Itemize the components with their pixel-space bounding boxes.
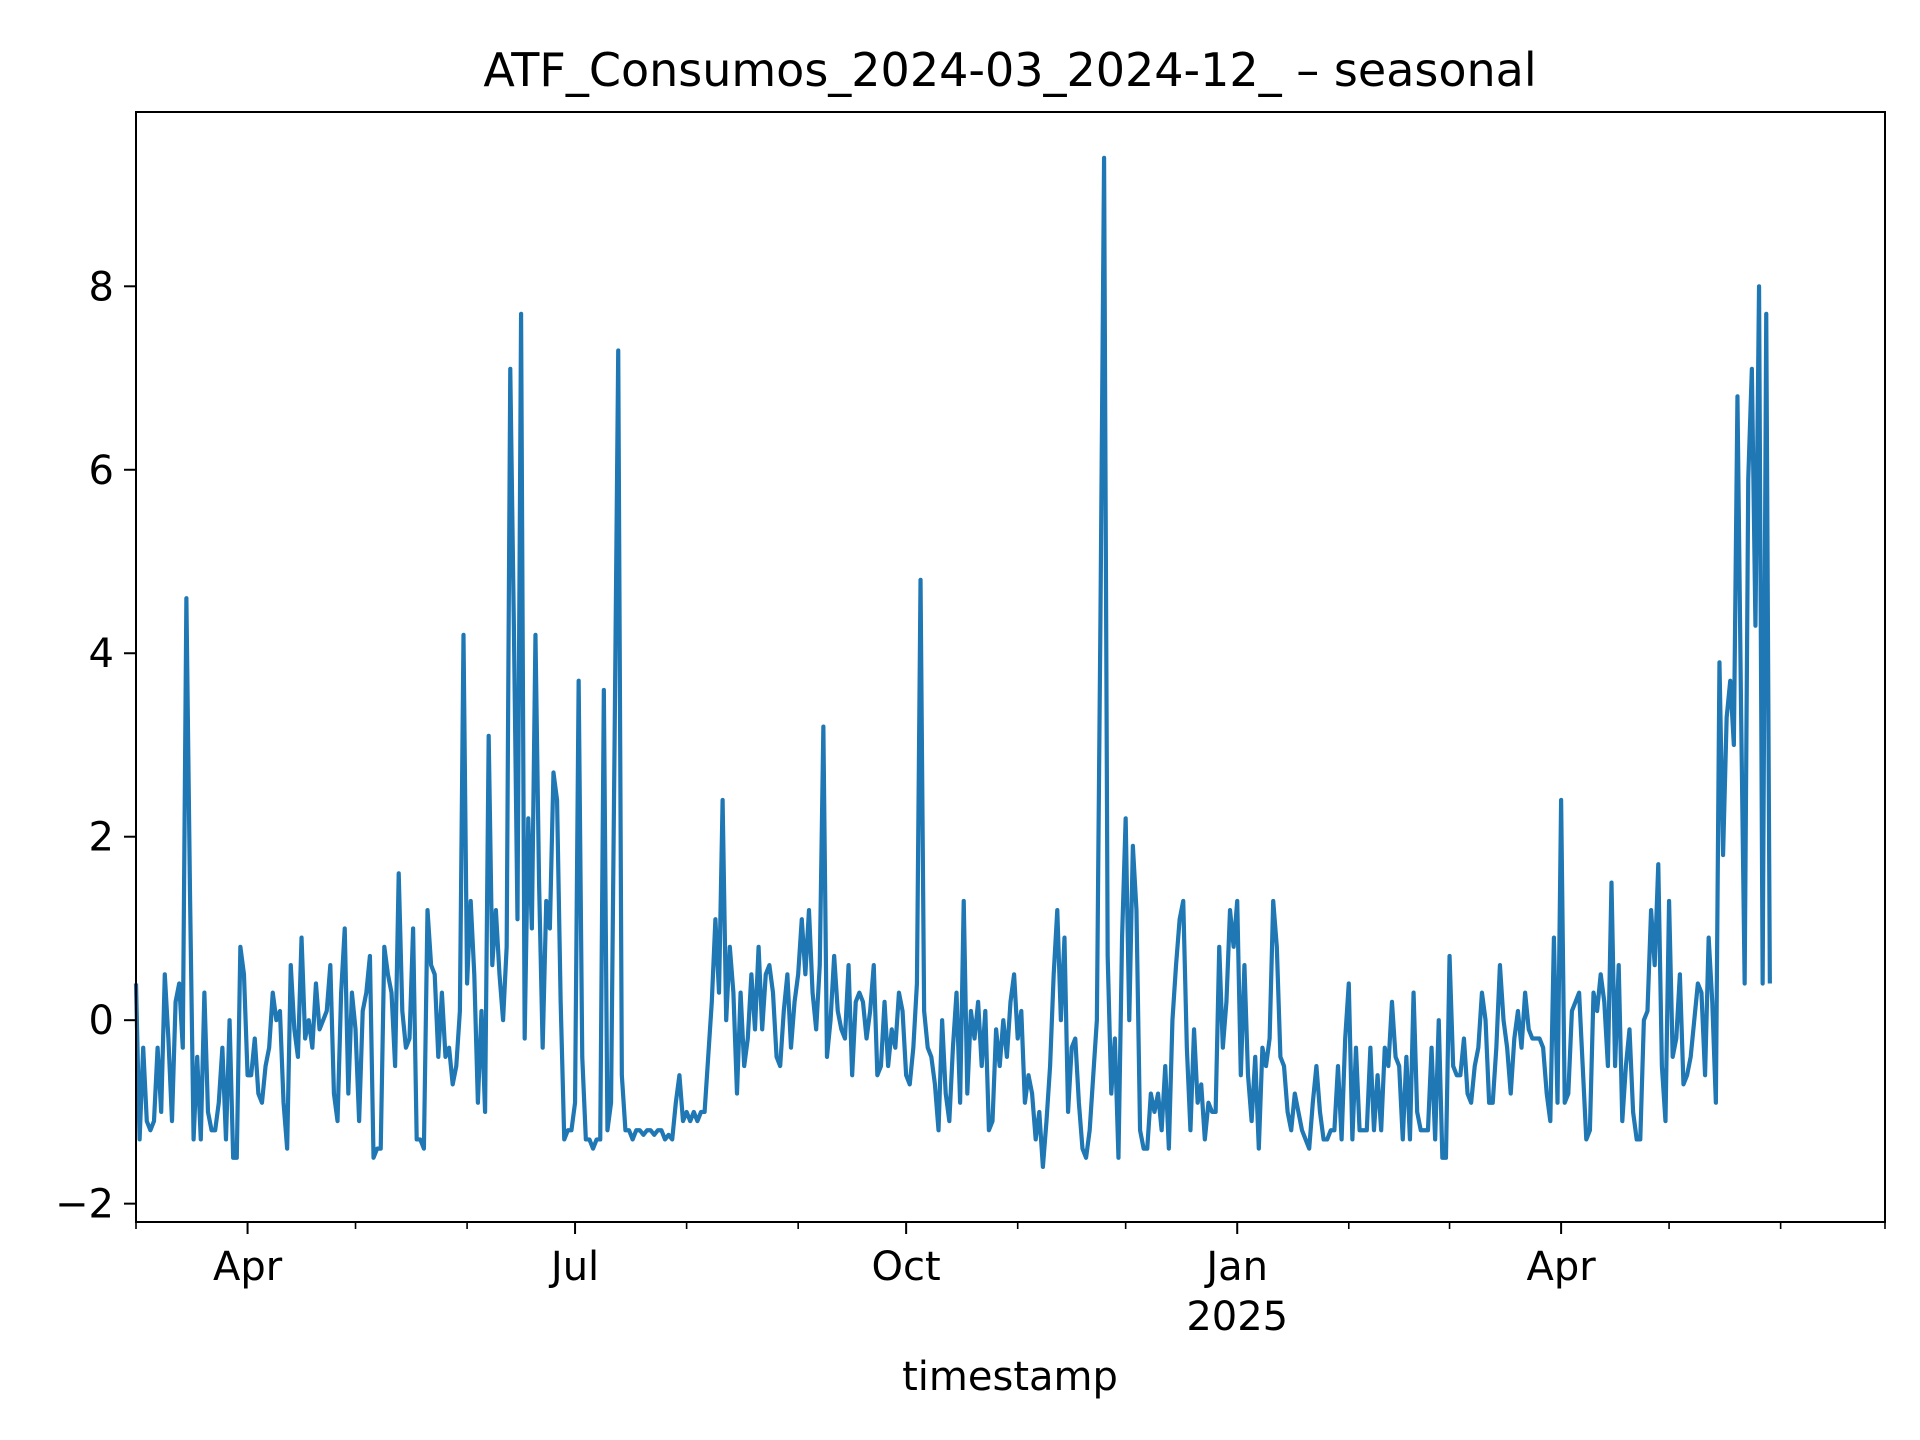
x-tick-label: Oct bbox=[872, 1244, 941, 1290]
y-tick-label: 4 bbox=[89, 631, 114, 677]
y-tick-label: 8 bbox=[89, 264, 114, 310]
x-tick-label: Apr bbox=[213, 1244, 283, 1290]
y-tick-label: −2 bbox=[55, 1182, 114, 1228]
series-line-0 bbox=[133, 155, 1772, 1170]
x-tick-label: Jan bbox=[1203, 1244, 1268, 1290]
chart-title: ATF_Consumos_2024-03_2024-12_ – seasonal bbox=[483, 43, 1536, 97]
x-axis-title: timestamp bbox=[902, 1354, 1118, 1400]
plot-frame bbox=[135, 111, 1886, 1223]
x-tick-year-label: 2025 bbox=[1186, 1294, 1288, 1340]
x-tick-label: Jul bbox=[548, 1244, 599, 1290]
x-tick-label: Apr bbox=[1527, 1244, 1597, 1290]
y-tick-label: 6 bbox=[89, 448, 114, 494]
y-tick-label: 0 bbox=[89, 998, 114, 1044]
y-tick-label: 2 bbox=[89, 815, 114, 861]
